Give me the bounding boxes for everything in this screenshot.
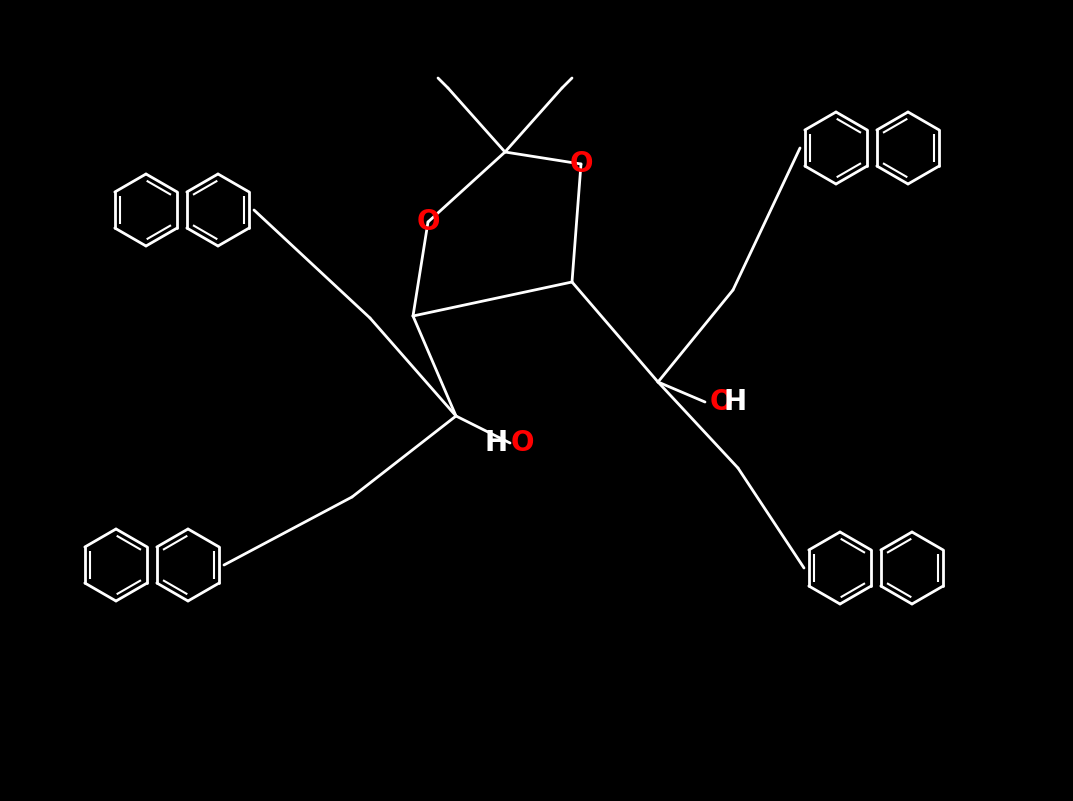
Text: O: O [570,150,592,178]
Text: H: H [724,388,747,416]
Text: O: O [511,429,534,457]
Text: O: O [710,388,734,416]
Text: O: O [416,208,440,236]
Text: H: H [485,429,508,457]
